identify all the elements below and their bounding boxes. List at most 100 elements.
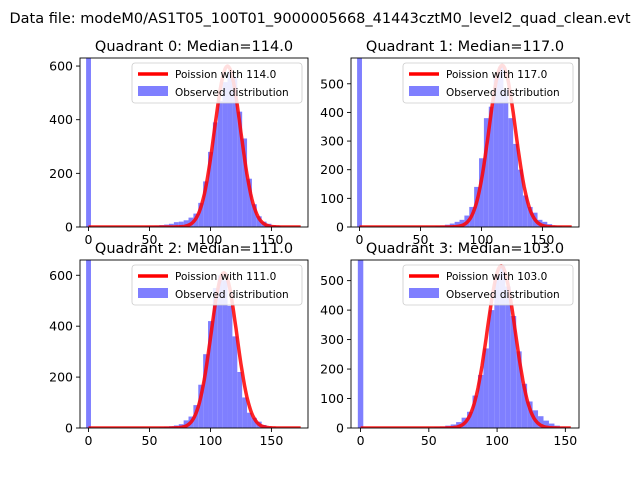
histogram-bar (217, 275, 223, 428)
legend-curve-label: Poission with 114.0 (175, 69, 276, 81)
histogram-bar (242, 138, 248, 227)
histogram-bar (203, 354, 209, 428)
subplot-1: 0 50 100 150 0 100 200 300 400 500 Quadrant 1: Med… (320, 39, 580, 247)
x-tick-label: 0 (85, 433, 93, 448)
y-tick-label: 200 (49, 370, 73, 385)
histogram-bar (237, 372, 243, 428)
axes-frame (79, 259, 309, 429)
legend-hist-label: Observed distribution (446, 289, 560, 301)
histogram-bar (232, 336, 238, 428)
histogram-bar (232, 76, 238, 227)
y-tick-label: 500 (320, 76, 344, 91)
poisson-curve (88, 270, 302, 428)
subplot-title: Quadrant 0: Median=114.0 (95, 39, 293, 55)
histogram-bar (518, 169, 523, 227)
histogram-bar (198, 202, 204, 227)
histogram-bar (548, 423, 555, 428)
legend: Poission with 117.0 Observed distribution (402, 62, 574, 104)
plot-area-1 (357, 58, 573, 227)
legend-curve-label: Poission with 117.0 (446, 69, 547, 81)
x-tick-label: 50 (142, 433, 158, 448)
subplot-title: Quadrant 2: Median=111.0 (95, 241, 293, 257)
subplot-2: 0 50 100 150 0 200 400 600 Quadrant 2: Median=11… (49, 241, 309, 448)
plot-area-3 (357, 260, 572, 428)
histogram-bar (178, 221, 184, 227)
legend-hist-label: Observed distribution (446, 87, 560, 99)
y-tick-label: 0 (65, 421, 73, 436)
y-tick-label: 400 (49, 319, 73, 334)
legend-curve-label: Poission with 111.0 (175, 271, 276, 283)
y-tick-label: 200 (49, 166, 73, 181)
y-tick-label: 500 (320, 273, 344, 288)
legend-hist-label: Observed distribution (175, 289, 289, 301)
histogram-bar (212, 288, 218, 428)
y-tick-label: 100 (320, 391, 344, 406)
poisson-curve (359, 63, 573, 227)
histogram-bar (494, 274, 500, 428)
histogram-bar (222, 280, 228, 428)
poisson-curve (360, 264, 572, 428)
histogram-bar (242, 397, 248, 428)
plot-area-2 (86, 260, 302, 428)
histogram-bar (493, 78, 499, 227)
histogram-bar (513, 143, 519, 227)
x-tick-label: 150 (553, 433, 577, 448)
histogram-spike-bar (86, 58, 91, 227)
y-tick-label: 0 (336, 220, 344, 235)
legend-box (402, 264, 574, 306)
histogram-bar (543, 420, 549, 428)
histogram-bar (227, 305, 233, 428)
histogram-bar (538, 416, 544, 428)
subplot-title: Quadrant 3: Median=103.0 (366, 241, 564, 257)
legend-box (131, 264, 303, 306)
x-tick-label: 0 (85, 232, 93, 247)
histogram-bar (208, 321, 213, 428)
histogram-bar (527, 206, 533, 227)
legend-box (402, 62, 574, 104)
subplot-grid: 0 50 100 150 0 200 400 600 Quadrant 0: Median=11… (49, 39, 580, 448)
histogram-bar (527, 401, 533, 428)
y-tick-label: 300 (320, 332, 344, 347)
histogram-bar (510, 316, 517, 428)
histogram-bar (173, 222, 179, 227)
histogram-bar (499, 265, 506, 428)
histogram-bar (488, 310, 495, 428)
y-tick-label: 100 (320, 191, 344, 206)
y-tick-label: 400 (49, 112, 73, 127)
figure-suptitle: Data file: modeM0/AS1T05_100T01_90000056… (9, 11, 630, 27)
x-tick-label: 50 (142, 232, 158, 247)
poisson-curve (88, 64, 302, 227)
histogram-bar (251, 417, 257, 428)
histogram-bar (522, 195, 528, 227)
y-tick-label: 400 (320, 105, 344, 120)
x-tick-label: 150 (259, 433, 283, 448)
legend-hist-swatch (138, 288, 168, 298)
legend: Poission with 114.0 Observed distribution (131, 62, 303, 104)
y-tick-label: 0 (336, 421, 344, 436)
x-tick-label: 50 (421, 433, 437, 448)
histogram-spike-bar (357, 58, 362, 227)
histogram-bar (251, 204, 257, 227)
legend-hist-label: Observed distribution (175, 87, 289, 99)
y-tick-label: 400 (320, 303, 344, 318)
histogram-bar (227, 71, 233, 227)
histogram-bar (237, 111, 243, 227)
histogram-bar (505, 286, 511, 428)
legend-hist-swatch (409, 288, 439, 298)
histogram-bar (247, 178, 252, 227)
histogram-bar (212, 122, 218, 227)
x-tick-label: 150 (259, 232, 283, 247)
histogram-bar (459, 219, 465, 227)
histogram-bar (203, 181, 209, 227)
legend-hist-swatch (409, 86, 439, 96)
subplot-0: 0 50 100 150 0 200 400 600 Quadrant 0: Median=11… (49, 39, 309, 247)
histogram-bar (222, 82, 228, 227)
histogram-bar (477, 374, 484, 428)
axes-frame (79, 57, 309, 228)
y-tick-label: 0 (65, 220, 73, 235)
x-tick-label: 50 (413, 232, 429, 247)
histogram-bar (483, 118, 489, 227)
histogram-bar (479, 158, 484, 227)
y-tick-label: 600 (49, 59, 73, 74)
x-tick-label: 0 (357, 433, 365, 448)
